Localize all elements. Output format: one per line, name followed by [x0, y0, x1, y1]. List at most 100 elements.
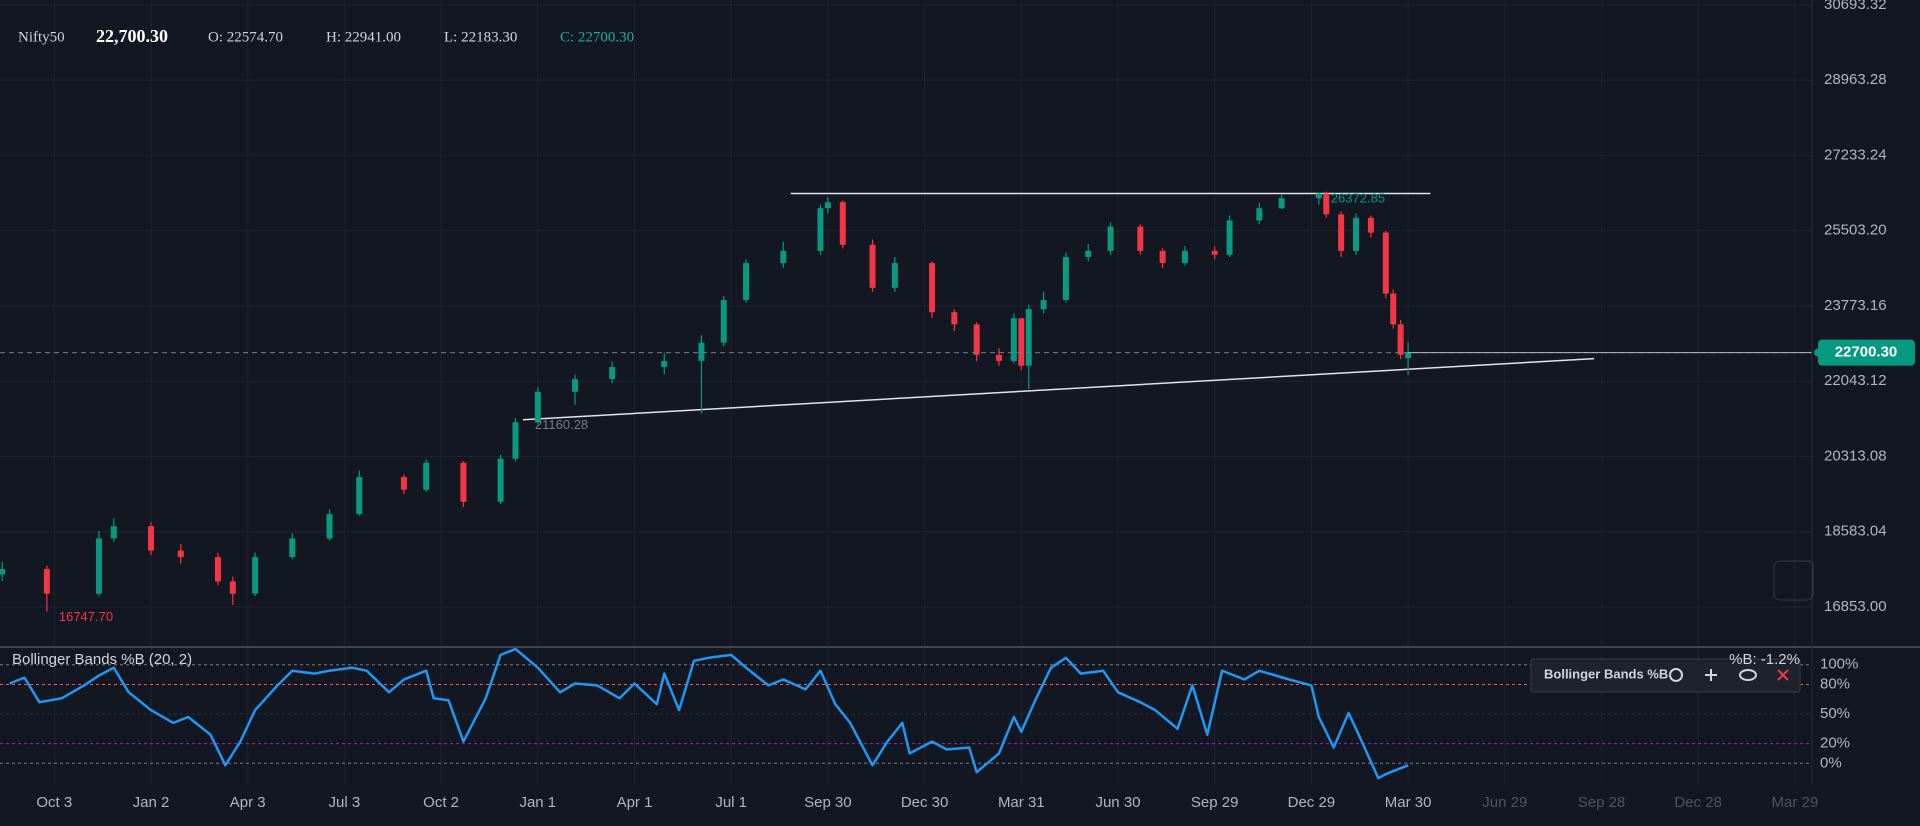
y-tick-label: 100%	[1820, 656, 1858, 673]
y-tick-label: 80%	[1820, 675, 1850, 692]
x-tick-label: Mar 29	[1772, 794, 1819, 811]
candle-body	[43, 569, 50, 594]
open: O: 22574.70	[208, 29, 283, 45]
x-tick-label: Jun 29	[1482, 794, 1527, 811]
y-tick-label: 18583.04	[1824, 523, 1887, 540]
high: H: 22941.00	[326, 29, 401, 45]
candle-body	[1025, 309, 1032, 366]
indicator-title: Bollinger Bands %B (20, 2)	[12, 651, 192, 668]
candle-body	[973, 324, 980, 355]
candle-body	[1211, 250, 1218, 255]
candle-body	[1137, 226, 1144, 251]
candle-body	[0, 569, 6, 575]
indicator-name: Bollinger Bands %B	[1544, 666, 1668, 681]
y-tick-label: 0%	[1820, 754, 1842, 771]
candle-body	[1181, 250, 1188, 264]
candle-body	[661, 360, 668, 368]
candle-body	[1405, 352, 1412, 359]
x-tick-label: Dec 28	[1674, 794, 1722, 811]
y-tick-label: 16853.00	[1824, 598, 1887, 615]
candle-body	[951, 312, 958, 325]
candle-body	[534, 391, 541, 423]
x-tick-label: Jul 3	[329, 794, 361, 811]
eye-icon[interactable]	[1739, 669, 1757, 681]
candle-body	[1397, 324, 1404, 355]
candle-body	[839, 202, 846, 245]
settings-icon[interactable]	[1669, 668, 1683, 682]
price-badge	[1818, 339, 1915, 366]
y-tick-label: 28963.28	[1824, 71, 1887, 88]
candle-body	[1382, 232, 1389, 294]
candle-body	[1226, 220, 1233, 255]
x-tick-label: Jan 1	[519, 794, 556, 811]
price-dot	[1814, 348, 1822, 357]
candle-body	[1018, 318, 1025, 366]
percent-b-line	[9, 647, 1409, 780]
candle-body	[720, 300, 727, 343]
plot: 26372.85 16747.70 21160.28	[0, 190, 1812, 780]
indicator-box	[1530, 658, 1801, 693]
x-tick-label: Apr 1	[617, 794, 653, 811]
candle-body	[1256, 208, 1263, 221]
x-tick-label: Sep 30	[804, 794, 852, 811]
candle-body	[698, 342, 705, 361]
candle-body	[512, 422, 519, 459]
x-tick-label: Dec 29	[1288, 794, 1336, 811]
x-tick-label: Sep 29	[1191, 794, 1239, 811]
y-tick-label: 23773.16	[1824, 297, 1887, 314]
annotation: 26372.85	[1331, 190, 1385, 205]
x-tick-label: Sep 28	[1578, 794, 1626, 811]
candle-body	[780, 250, 787, 264]
candle-body	[1390, 293, 1397, 325]
grid	[0, 0, 1812, 784]
candle-body	[326, 514, 333, 539]
candle-body	[177, 550, 184, 558]
indicator-value: %B: -1.2%	[1729, 651, 1800, 668]
x-tick-label: Jan 2	[133, 794, 170, 811]
candle-body	[110, 526, 117, 539]
candle-body	[400, 477, 407, 490]
candle-body	[460, 462, 467, 502]
candle-body	[817, 208, 824, 251]
x-tick-label: Apr 3	[230, 794, 266, 811]
candle-body	[252, 557, 259, 594]
symbol: Nifty50	[18, 29, 65, 45]
y-tick-label: 25503.20	[1824, 222, 1887, 239]
candle-body	[1107, 226, 1114, 251]
candle-body	[1085, 250, 1092, 257]
candle-body	[1353, 217, 1360, 251]
y-tick-label: 50%	[1820, 705, 1850, 722]
candle-body	[1062, 256, 1069, 301]
tool-button[interactable]	[1773, 560, 1814, 601]
candle-body	[497, 458, 504, 502]
remove-icon[interactable]	[1777, 669, 1789, 681]
candle-body	[356, 477, 363, 515]
x-tick-label: Mar 31	[998, 794, 1045, 811]
candle-body	[148, 526, 154, 551]
candle-body	[571, 379, 578, 392]
x-tick-label: Jun 30	[1095, 794, 1140, 811]
candle-body	[95, 538, 102, 594]
candle-body	[929, 263, 936, 313]
y-tick-label: 22043.12	[1824, 372, 1887, 389]
y-tick-label: 20%	[1820, 735, 1850, 752]
y-tick-label: 30693.32	[1824, 0, 1887, 13]
candle-body	[1338, 214, 1345, 251]
price-badge-label: 22700.30	[1835, 344, 1898, 361]
add-icon[interactable]	[1705, 669, 1717, 681]
x-tick-label: Oct 2	[423, 794, 459, 811]
candle-body	[1040, 300, 1047, 310]
candle-body	[743, 263, 750, 301]
candle-body	[824, 202, 831, 209]
candle-body	[1159, 250, 1166, 264]
candle-body	[214, 557, 221, 582]
price: 22,700.30	[96, 26, 168, 46]
candle-body	[891, 263, 898, 288]
close: C: 22700.30	[560, 29, 634, 45]
candle-body	[869, 244, 876, 288]
candle-body	[1278, 198, 1285, 209]
candle-body	[1315, 193, 1322, 199]
candle-body	[1010, 318, 1017, 361]
indicator-panel: Bollinger Bands %B	[1530, 658, 1801, 693]
